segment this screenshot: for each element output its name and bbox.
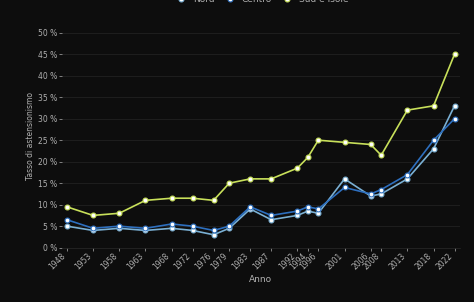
Centro xyxy=(64,218,70,221)
Centro xyxy=(452,117,457,120)
Nord xyxy=(211,233,217,236)
Centro xyxy=(378,188,384,191)
Centro xyxy=(117,224,122,228)
Nord xyxy=(452,104,457,108)
Sud e Isole xyxy=(431,104,437,108)
Centro xyxy=(342,186,347,189)
Nord xyxy=(268,218,274,221)
Sud e Isole xyxy=(452,53,457,56)
Nord xyxy=(64,224,70,228)
Centro xyxy=(368,192,374,196)
Sud e Isole xyxy=(190,196,195,200)
Sud e Isole xyxy=(143,198,148,202)
Centro xyxy=(169,222,174,226)
Centro xyxy=(404,173,410,176)
Nord xyxy=(90,229,96,232)
Nord xyxy=(378,192,384,196)
Sud e Isole xyxy=(368,143,374,146)
Sud e Isole xyxy=(90,214,96,217)
Sud e Isole xyxy=(404,108,410,112)
Centro xyxy=(190,224,195,228)
Centro xyxy=(211,229,217,232)
Nord xyxy=(190,229,195,232)
Centro xyxy=(90,226,96,230)
Sud e Isole xyxy=(378,153,384,157)
Line: Centro: Centro xyxy=(64,116,457,233)
Nord xyxy=(227,226,232,230)
Sud e Isole xyxy=(64,205,70,209)
Sud e Isole xyxy=(268,177,274,181)
Line: Sud e Isole: Sud e Isole xyxy=(64,52,457,218)
Centro xyxy=(268,214,274,217)
Nord xyxy=(117,226,122,230)
Nord xyxy=(316,211,321,215)
Nord xyxy=(294,214,300,217)
Nord xyxy=(143,229,148,232)
Sud e Isole xyxy=(316,138,321,142)
Centro xyxy=(247,205,253,209)
Sud e Isole xyxy=(342,140,347,144)
Nord xyxy=(169,226,174,230)
Centro xyxy=(294,209,300,213)
Centro xyxy=(143,226,148,230)
Centro xyxy=(316,207,321,211)
Sud e Isole xyxy=(169,196,174,200)
Y-axis label: Tasso di astensionismo: Tasso di astensionismo xyxy=(27,92,36,180)
Centro xyxy=(227,224,232,228)
Sud e Isole xyxy=(227,182,232,185)
Sud e Isole xyxy=(247,177,253,181)
Line: Nord: Nord xyxy=(64,103,457,237)
Legend: Nord, Centro, Sud e Isole: Nord, Centro, Sud e Isole xyxy=(173,0,348,4)
Nord xyxy=(247,207,253,211)
Sud e Isole xyxy=(305,156,310,159)
X-axis label: Anno: Anno xyxy=(249,275,272,284)
Nord xyxy=(404,177,410,181)
Nord xyxy=(368,194,374,198)
Centro xyxy=(431,138,437,142)
Sud e Isole xyxy=(294,166,300,170)
Nord xyxy=(305,209,310,213)
Nord xyxy=(431,147,437,151)
Sud e Isole xyxy=(117,211,122,215)
Centro xyxy=(305,205,310,209)
Nord xyxy=(342,177,347,181)
Sud e Isole xyxy=(211,198,217,202)
